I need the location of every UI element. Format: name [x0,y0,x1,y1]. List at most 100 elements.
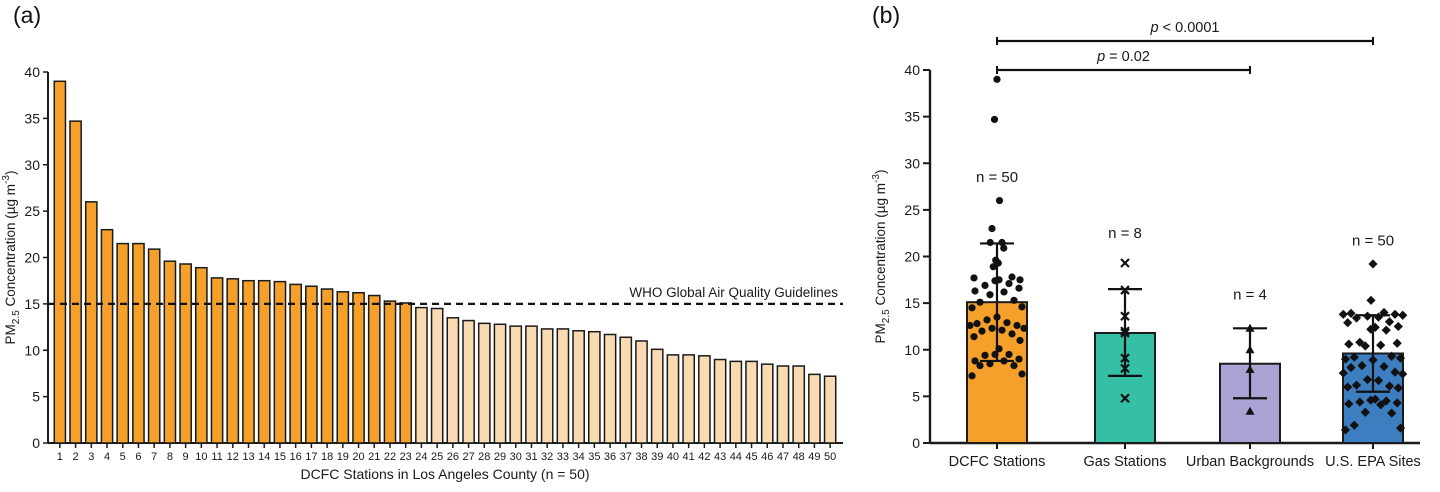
scatter-point [1390,309,1400,319]
bar [179,263,192,444]
scatter-point [1016,276,1024,284]
scatter-point [1245,323,1255,332]
x-tick-label: 33 [557,451,569,463]
scatter-point [1003,319,1011,327]
scatter-point [1120,393,1130,404]
scatter-point [989,263,997,271]
scatter-point [991,277,999,285]
x-axis-title: DCFC Stations in Los Angeles County (n =… [300,466,589,482]
x-tick-label: 16 [290,451,302,463]
scatter-point [1384,317,1395,327]
y-tick-label: 15 [904,295,920,311]
p-value-label: p = 0.02 [1096,49,1150,65]
group-label: U.S. EPA Sites [1325,454,1421,470]
bar [760,363,774,444]
n-count-label: n = 8 [1108,225,1142,242]
scatter-point [1344,339,1354,349]
scatter-point [1018,370,1026,378]
bar [713,358,727,444]
bar [415,306,428,444]
bar [682,354,696,444]
n-count-label: n = 50 [976,169,1018,186]
scatter-point [966,321,974,330]
scatter-point [970,274,978,282]
scatter-point [1000,244,1008,252]
x-tick-label: 32 [541,451,553,463]
scatter-point [1381,396,1391,406]
bar [666,354,680,444]
scatter-point [1120,328,1130,338]
scatter-point [1355,397,1365,407]
scatter-point [1008,273,1016,281]
scatter-point [1018,303,1026,311]
bar [635,340,648,444]
scatter-point [1245,364,1255,373]
bar [540,328,554,444]
x-tick-label: 45 [745,451,757,463]
x-tick-label: 8 [167,451,173,463]
bar [776,365,790,444]
x-tick-label: 35 [588,451,600,463]
bar [399,302,413,444]
group-label: Urban Backgrounds [1186,454,1314,470]
scatter-point [1000,357,1008,365]
x-tick-label: 40 [667,451,679,463]
scatter-point [1393,321,1403,332]
grouped-bar-scatter-chart: 0 5 10 15 20 25 30 35 40 DCFC Stations n = 50 Gas S… [871,20,1421,470]
who-guideline-label: WHO Global Air Quality Guidelines [629,285,838,300]
scatter-point [1366,295,1376,305]
scatter-point [970,333,978,341]
scatter-point [993,75,1001,83]
x-tick-label: 34 [572,451,584,463]
scatter-point [1376,340,1386,350]
bar [132,242,145,444]
scatter-point [1376,400,1386,410]
scatter-point [1343,382,1353,392]
x-tick-label: 41 [683,451,695,463]
x-tick-label: 14 [258,451,270,463]
scatter-point [978,327,986,335]
x-tick-label: 12 [227,451,239,463]
scatter-point [993,313,1001,321]
scatter-point [986,238,994,247]
x-tick-label: 1 [57,451,63,463]
panel-b-label: (b) [872,2,901,28]
x-tick-label: 9 [183,451,189,463]
scatter-point [1379,361,1389,372]
x-tick-label: 3 [88,451,94,463]
x-tick-label: 44 [730,451,742,463]
x-tick-label: 18 [321,451,333,463]
bar [619,336,633,444]
x-tick-label: 27 [462,451,474,463]
scatter-point [1120,258,1130,268]
bar [587,330,601,444]
y-tick-label: 10 [24,342,40,358]
scatter-point [1008,330,1016,338]
x-tick-label: 31 [525,451,537,463]
scatter-point [1349,352,1359,362]
bar [100,228,114,444]
bar [509,325,523,444]
scatter-point [1387,351,1397,361]
x-tick-label: 4 [104,451,110,463]
scatter-point [1120,363,1130,374]
scatter-point [1368,259,1378,269]
scatter-point [968,372,976,380]
x-tick-label: 36 [604,451,616,463]
bar [305,285,318,444]
scatter-point [1010,296,1018,304]
x-tick-label: 29 [494,451,506,463]
bar [320,288,334,444]
scatter-point [1392,398,1402,408]
bar [194,266,208,444]
scatter-point [988,224,996,233]
scatter-point [998,326,1006,334]
y-tick-label: 0 [912,435,920,451]
y-tick-label: 25 [24,203,40,219]
y-tick-label: 10 [904,342,920,358]
x-tick-label: 21 [368,451,380,463]
bar [147,248,161,444]
scatter-point [981,281,989,290]
x-tick-label: 28 [478,451,490,463]
